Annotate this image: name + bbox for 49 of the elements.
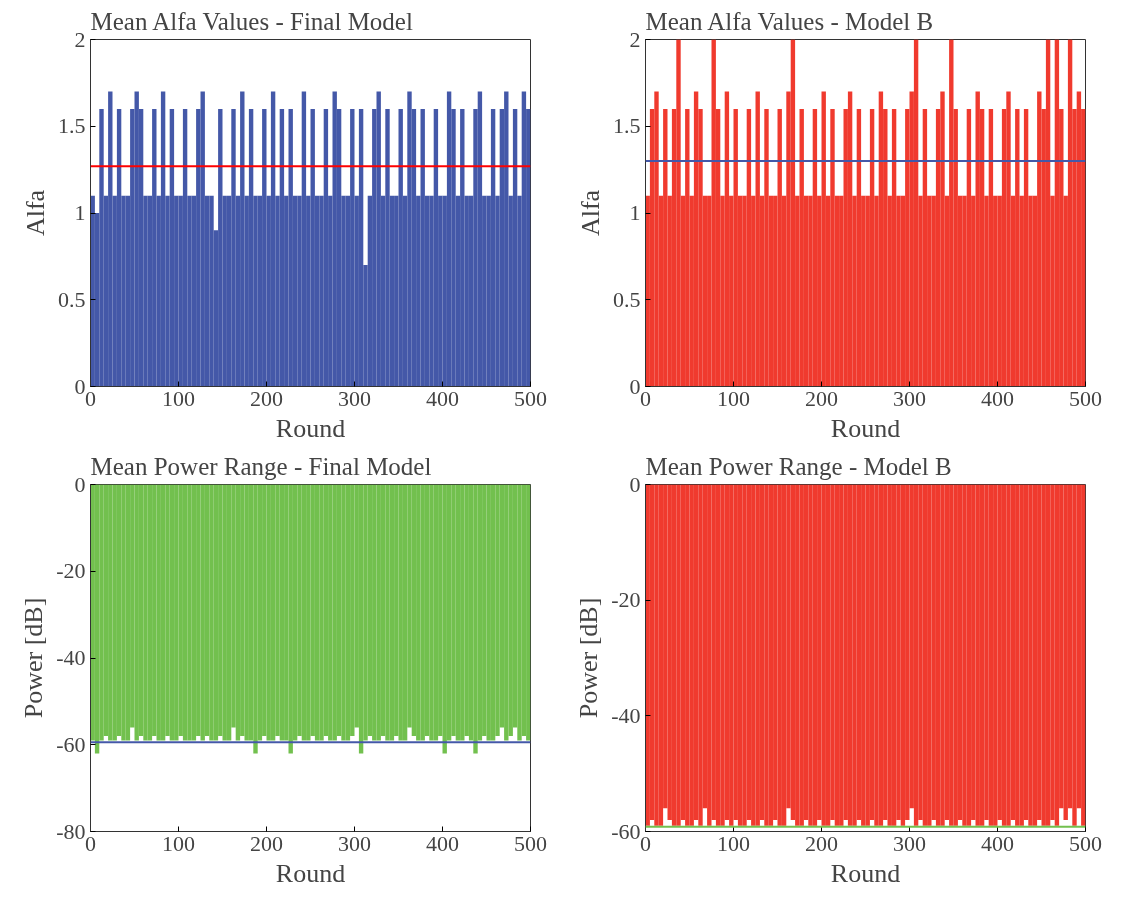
x-tick-label: 300: [338, 830, 371, 856]
y-tick-label: -80: [56, 818, 86, 844]
y-axis-title: Power [dB]: [574, 597, 604, 719]
x-axis-title: Round: [275, 413, 346, 443]
y-tick-label: -40: [611, 702, 641, 728]
chart-title: Mean Alfa Values - Final Model: [90, 7, 413, 35]
y-tick-label: 0.5: [58, 286, 86, 312]
y-tick-label: -60: [611, 818, 641, 844]
x-tick-label: 100: [717, 830, 750, 856]
y-axis-title: Alfa: [576, 189, 605, 237]
x-tick-label: 400: [981, 385, 1014, 411]
x-tick-label: 400: [426, 830, 459, 856]
x-tick-label: 200: [250, 385, 283, 411]
x-tick-label: 100: [162, 830, 195, 856]
y-tick-label: -40: [56, 645, 86, 670]
x-tick-label: 500: [1069, 830, 1102, 856]
chart-title: Mean Alfa Values - Model B: [645, 7, 934, 35]
y-tick-label: -20: [56, 558, 86, 584]
x-tick-label: 500: [514, 830, 547, 856]
x-tick-label: 100: [162, 385, 195, 411]
y-tick-label: 1: [74, 200, 86, 225]
y-tick-label: 1.5: [58, 113, 86, 139]
x-tick-label: 200: [805, 385, 838, 411]
y-tick-label: 2: [74, 26, 86, 52]
x-axis-title: Round: [830, 413, 901, 443]
x-tick-label: 300: [338, 385, 371, 411]
x-axis-title: Round: [275, 858, 346, 888]
x-tick-label: 500: [514, 385, 547, 411]
x-tick-label: 300: [893, 385, 926, 411]
y-tick-label: 1: [629, 200, 641, 225]
y-tick-label: 0.5: [613, 286, 641, 312]
y-tick-label: 1.5: [613, 113, 641, 139]
y-tick-label: 0: [629, 471, 641, 497]
x-tick-label: 300: [893, 830, 926, 856]
y-tick-label: 0: [74, 471, 86, 497]
x-tick-label: 400: [426, 385, 459, 411]
chart-title: Mean Power Range - Final Model: [90, 452, 432, 480]
y-axis-title: Power [dB]: [19, 597, 49, 719]
y-tick-label: -20: [611, 587, 641, 613]
chart-title: Mean Power Range - Model B: [645, 452, 952, 480]
x-tick-label: 200: [250, 830, 283, 856]
x-axis-title: Round: [830, 858, 901, 888]
x-tick-label: 100: [717, 385, 750, 411]
y-tick-label: -60: [56, 731, 86, 757]
y-tick-label: 2: [629, 26, 641, 52]
x-tick-label: 400: [981, 830, 1014, 856]
y-axis-title: Alfa: [21, 189, 50, 237]
x-tick-label: 200: [805, 830, 838, 856]
x-tick-label: 500: [1069, 385, 1102, 411]
